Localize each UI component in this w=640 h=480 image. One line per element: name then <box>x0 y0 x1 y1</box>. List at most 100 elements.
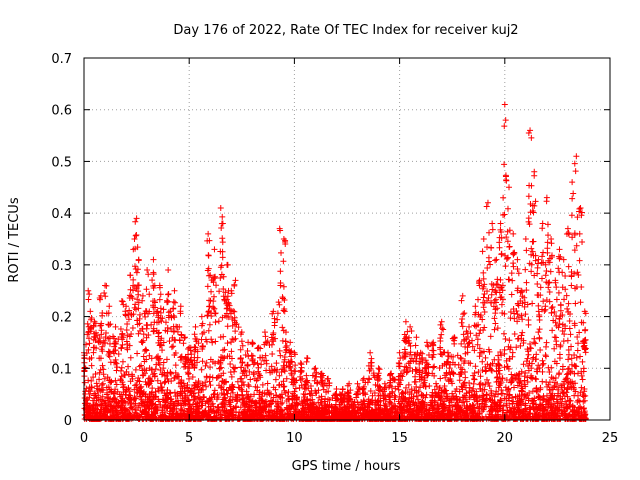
data-point <box>206 378 213 385</box>
data-point <box>97 406 104 413</box>
data-point <box>143 286 150 293</box>
data-point <box>326 415 333 422</box>
data-point <box>258 361 265 368</box>
data-point <box>519 316 526 323</box>
data-point <box>119 331 126 338</box>
data-point <box>346 395 353 402</box>
data-point <box>581 405 588 412</box>
data-point <box>375 386 382 393</box>
data-point <box>416 360 423 367</box>
data-point <box>239 342 246 349</box>
data-point <box>381 386 388 393</box>
peak-data-point <box>192 323 199 330</box>
data-point <box>564 415 571 422</box>
data-point <box>114 364 121 371</box>
data-point <box>372 415 379 422</box>
data-point <box>251 412 258 419</box>
data-point <box>181 388 188 395</box>
data-point <box>531 410 538 417</box>
data-point <box>498 250 505 257</box>
data-point <box>420 392 427 399</box>
data-point <box>437 375 444 382</box>
data-point <box>246 399 253 406</box>
data-point <box>575 340 582 347</box>
data-point <box>264 380 271 387</box>
data-point <box>304 379 311 386</box>
data-point <box>163 396 170 403</box>
data-point <box>125 363 132 370</box>
data-point <box>516 380 523 387</box>
data-point <box>452 402 459 409</box>
data-point <box>431 372 438 379</box>
data-point <box>404 368 411 375</box>
data-point <box>423 407 430 414</box>
peak-data-point <box>291 349 298 356</box>
data-point <box>285 358 292 365</box>
data-point <box>133 390 140 397</box>
data-point <box>365 398 372 405</box>
data-point <box>299 375 306 382</box>
data-point <box>92 329 99 336</box>
data-point <box>528 245 535 252</box>
y-axis-label: ROTI / TECUs <box>7 197 22 282</box>
data-point <box>346 403 353 410</box>
data-point <box>187 409 194 416</box>
data-point <box>148 396 155 403</box>
data-point <box>254 360 261 367</box>
data-point <box>90 349 97 356</box>
data-point <box>488 367 495 374</box>
data-point <box>104 389 111 396</box>
data-point <box>158 371 165 378</box>
data-point <box>127 392 134 399</box>
data-point <box>457 354 464 361</box>
data-point <box>574 398 581 405</box>
data-point <box>164 299 171 306</box>
data-point <box>504 238 511 245</box>
data-point <box>195 395 202 402</box>
data-point <box>564 393 571 400</box>
data-point <box>146 365 153 372</box>
data-point <box>506 392 513 399</box>
peak-data-point <box>156 282 163 289</box>
data-point <box>197 386 204 393</box>
data-point <box>318 393 325 400</box>
data-point <box>273 369 280 376</box>
data-point <box>421 401 428 408</box>
data-point <box>127 286 134 293</box>
peak-data-point <box>205 230 212 237</box>
data-point <box>520 408 527 415</box>
data-point <box>165 401 172 408</box>
data-point <box>577 353 584 360</box>
data-point <box>238 382 245 389</box>
data-point <box>115 350 122 357</box>
data-point <box>235 415 242 422</box>
data-point <box>152 401 159 408</box>
data-point <box>195 381 202 388</box>
data-point <box>198 336 205 343</box>
data-point <box>526 360 533 367</box>
data-point <box>135 374 142 381</box>
data-point <box>358 399 365 406</box>
data-point <box>111 340 118 347</box>
peak-data-point <box>280 236 287 242</box>
data-point <box>86 291 93 298</box>
peak-data-point <box>165 267 172 274</box>
data-point <box>539 401 546 408</box>
data-point <box>131 263 138 270</box>
data-point <box>511 384 518 391</box>
data-point <box>90 415 97 422</box>
peak-data-point <box>444 349 451 356</box>
data-point <box>419 398 426 405</box>
data-point <box>407 364 414 371</box>
data-point <box>550 415 557 422</box>
data-point <box>399 389 406 396</box>
data-point <box>501 395 508 402</box>
data-point <box>446 397 453 404</box>
data-point <box>138 338 145 345</box>
peak-data-point <box>87 308 94 315</box>
peak-data-point <box>154 308 161 315</box>
data-point <box>460 311 467 318</box>
data-point <box>219 248 226 255</box>
data-point <box>461 337 468 344</box>
data-point <box>453 411 460 418</box>
